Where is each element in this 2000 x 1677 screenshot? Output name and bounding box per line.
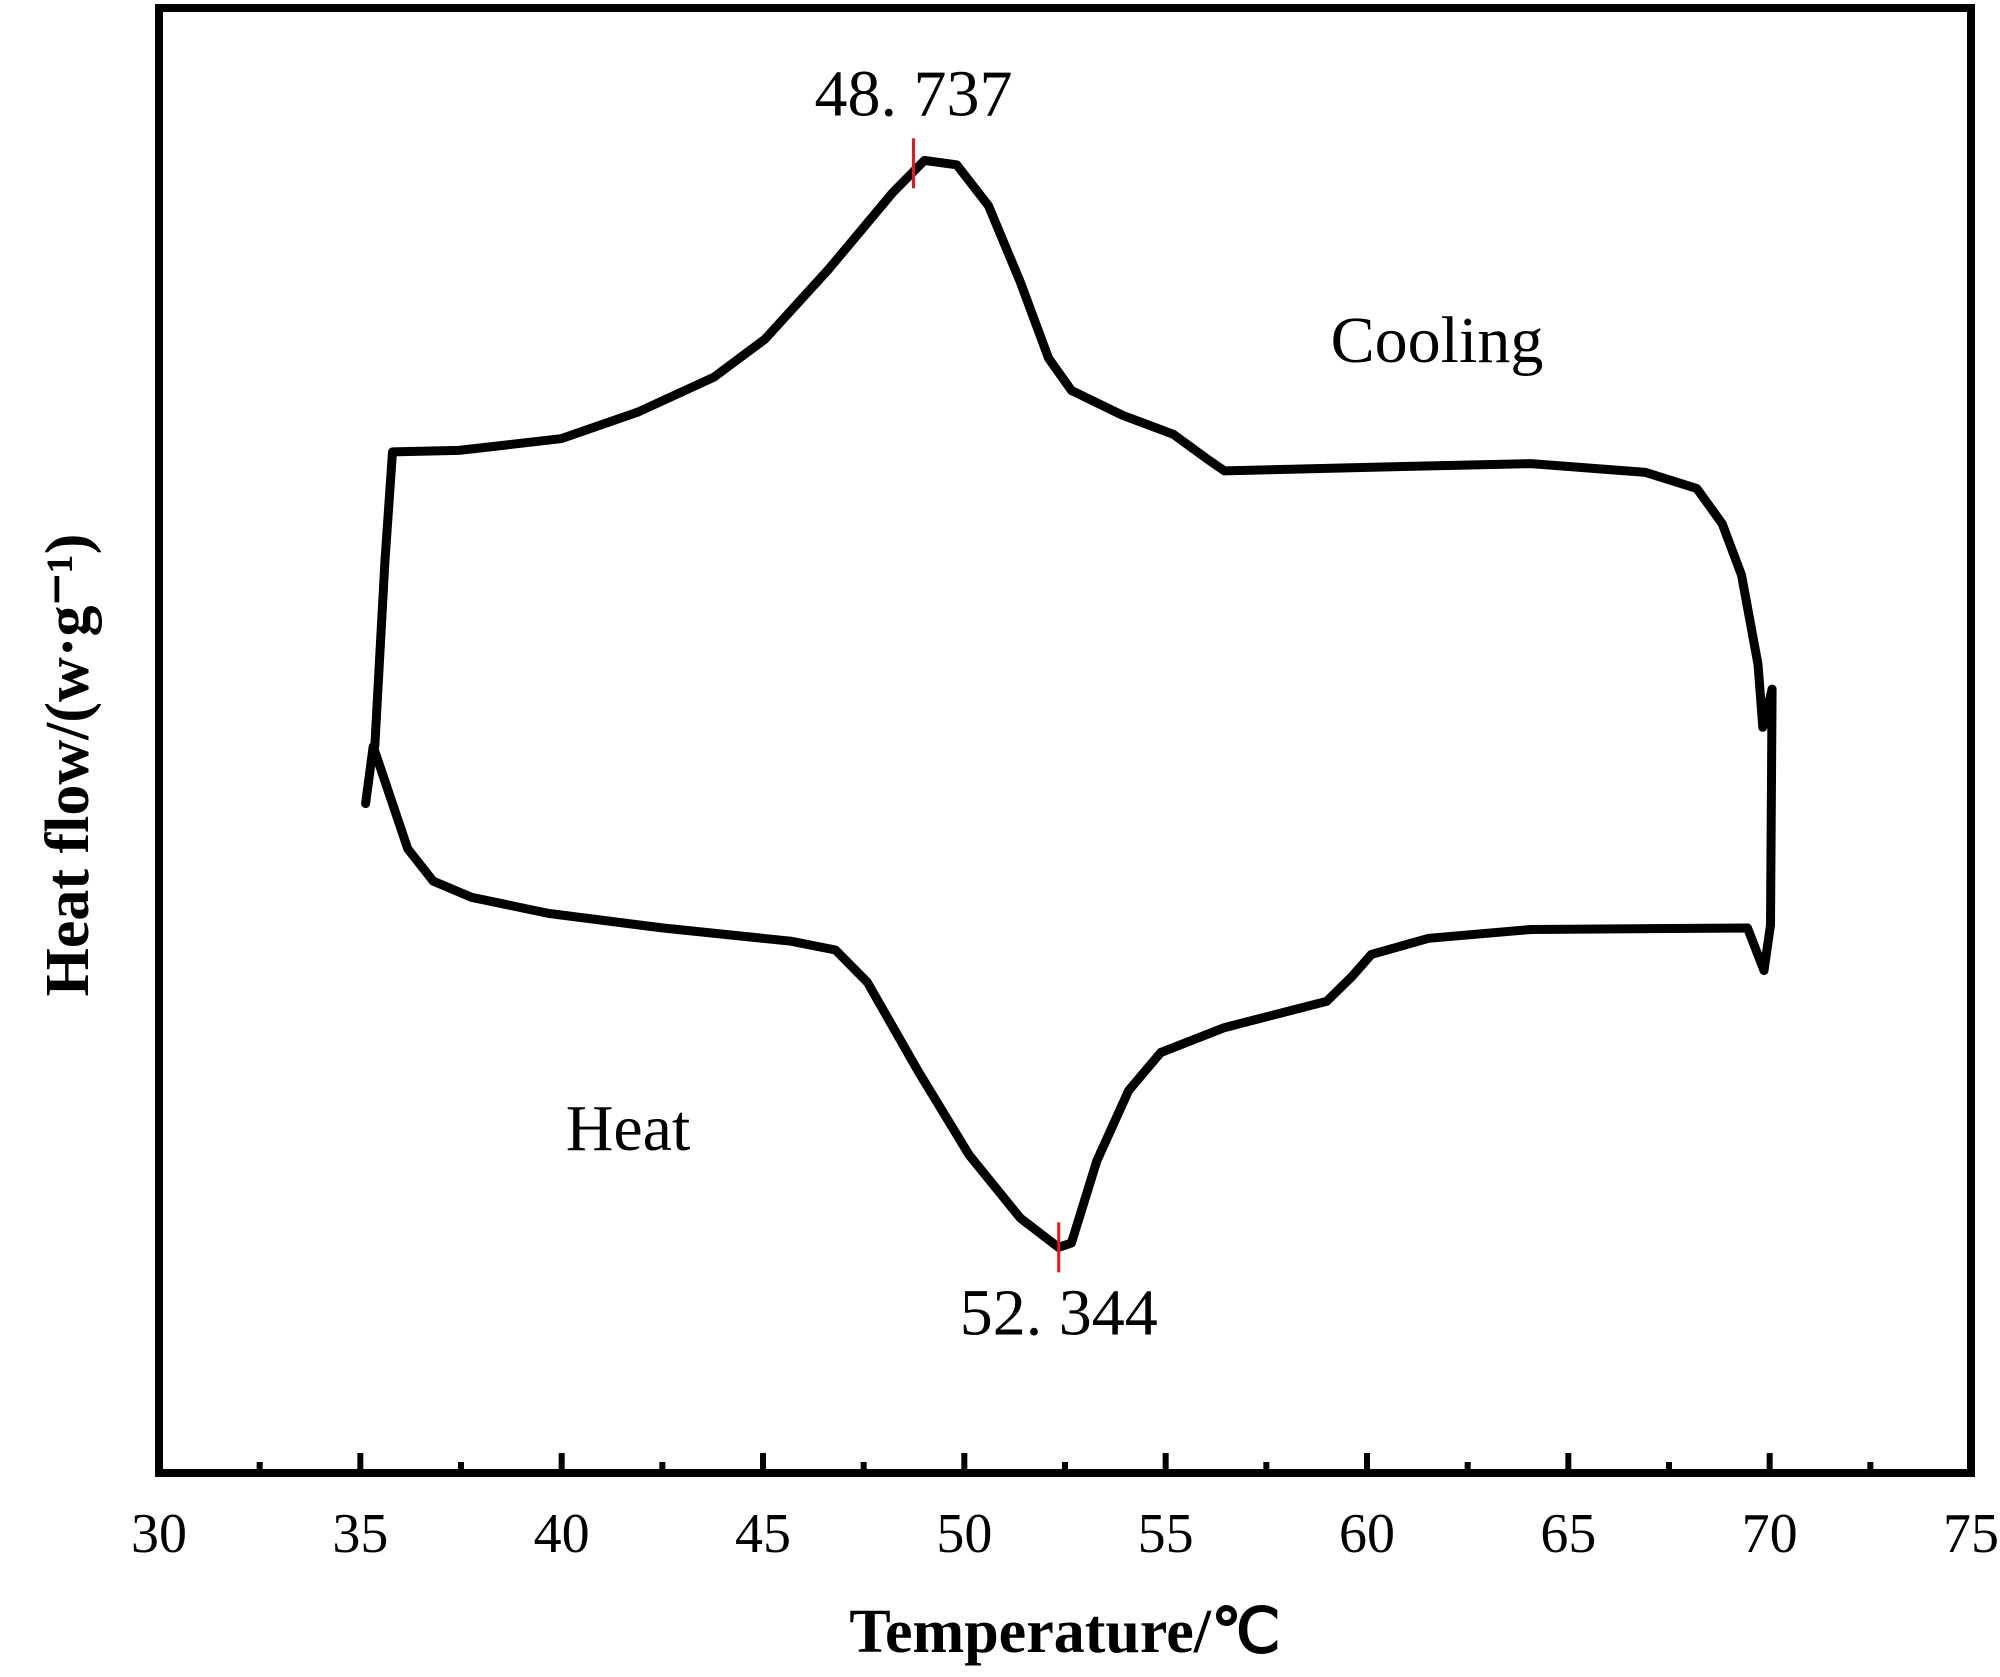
peak-label: 48. 737 <box>814 57 1012 130</box>
x-tick-label: 55 <box>1138 1503 1194 1565</box>
x-tick-label: 45 <box>735 1503 791 1565</box>
y-axis-title: Heat flow/(w·g⁻¹) <box>34 534 102 997</box>
x-tick-label: 70 <box>1742 1503 1798 1565</box>
x-tick-label: 30 <box>131 1503 187 1565</box>
series-label: Cooling <box>1331 304 1544 377</box>
x-tick-label: 50 <box>936 1503 992 1565</box>
x-tick-label: 75 <box>1943 1503 1999 1565</box>
x-tick-label: 60 <box>1339 1503 1395 1565</box>
series-label: Heat <box>566 1092 691 1165</box>
x-tick-label: 35 <box>332 1503 388 1565</box>
x-tick-label: 40 <box>534 1503 590 1565</box>
plot-frame <box>155 4 1975 1477</box>
x-tick-label: 65 <box>1540 1503 1596 1565</box>
peak-label: 52. 344 <box>960 1277 1158 1350</box>
x-axis-title: Temperature/℃ <box>849 1598 1280 1666</box>
data-line <box>370 155 1777 751</box>
